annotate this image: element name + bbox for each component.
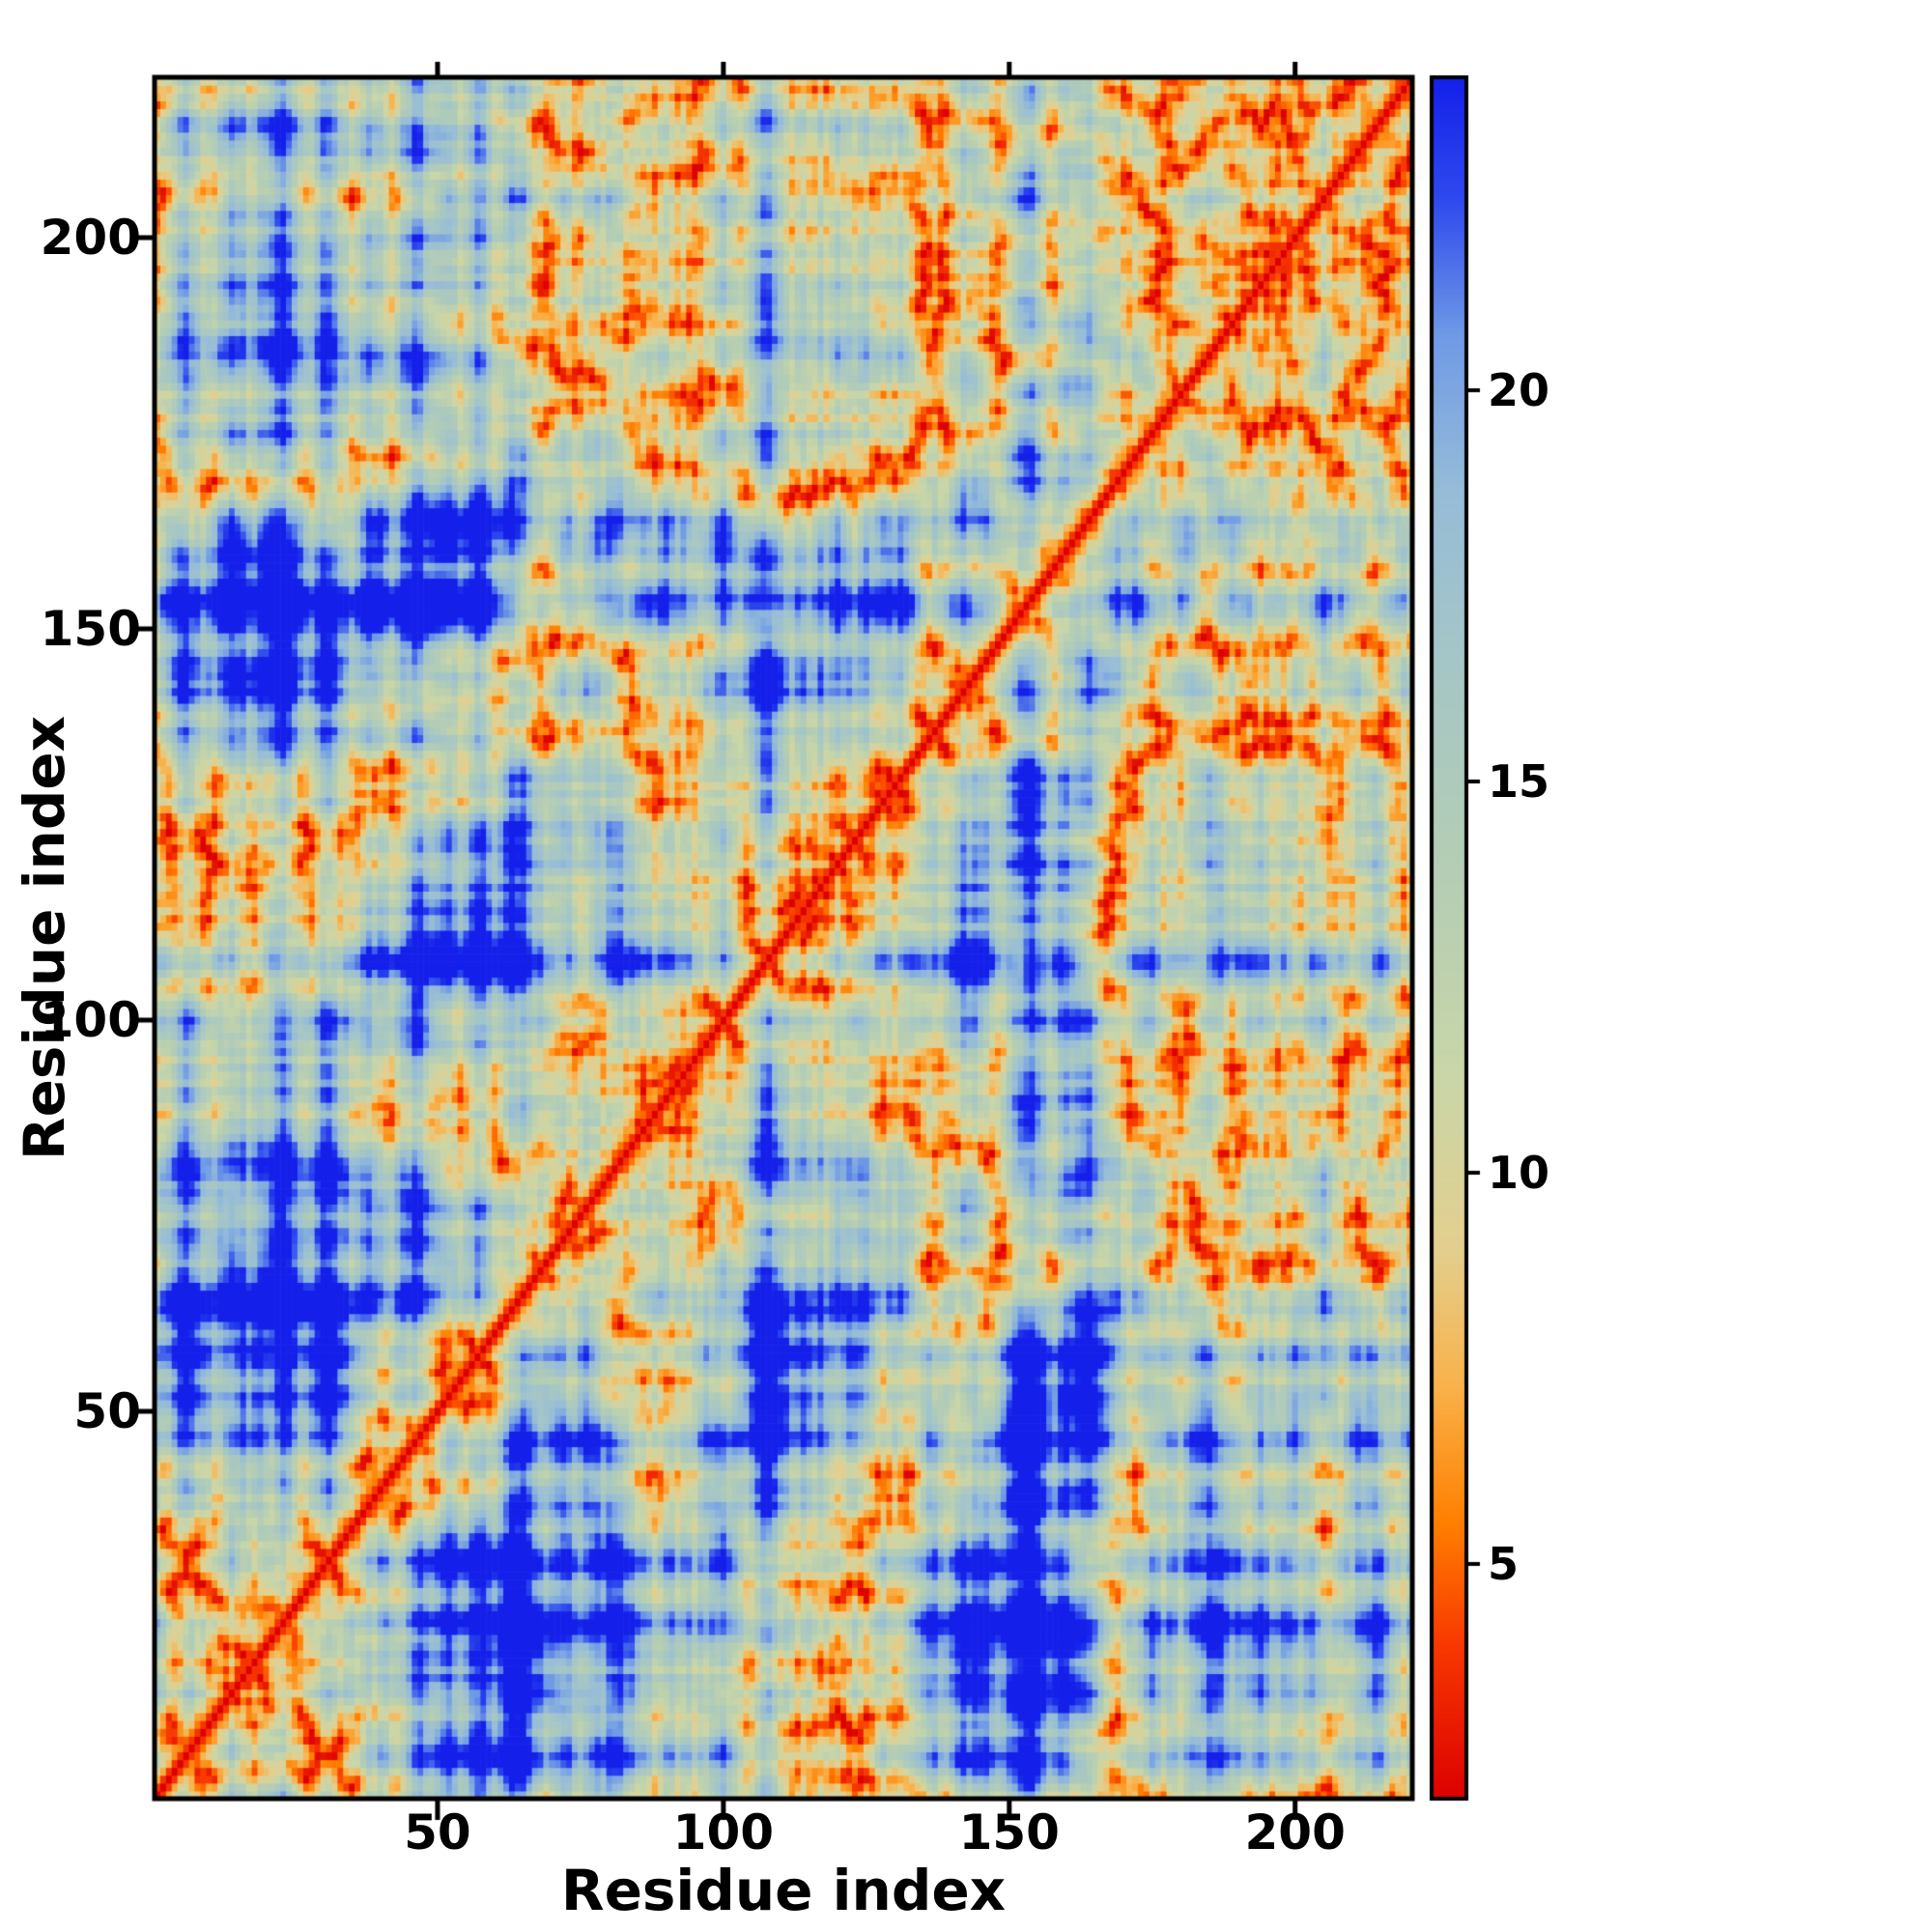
y-tick-label: 100 — [40, 992, 141, 1049]
x-axis-title: Residue index — [560, 1858, 1007, 1923]
colorbar-tick-label: 10 — [1488, 1147, 1550, 1199]
x-tick-label: 100 — [672, 1804, 775, 1861]
x-tick-label: 200 — [1244, 1804, 1346, 1861]
y-tick-label: 50 — [73, 1383, 141, 1440]
colorbar-tick-label: 5 — [1488, 1538, 1520, 1590]
y-tick-label: 200 — [40, 210, 141, 267]
x-tick-label: 150 — [958, 1804, 1060, 1861]
x-tick-label: 50 — [404, 1804, 471, 1861]
colorbar-tick-label: 15 — [1488, 755, 1550, 808]
colorbar-tick-label: 20 — [1488, 364, 1550, 416]
y-axis-title: Residue index — [12, 715, 77, 1161]
y-tick-label: 150 — [40, 601, 141, 658]
